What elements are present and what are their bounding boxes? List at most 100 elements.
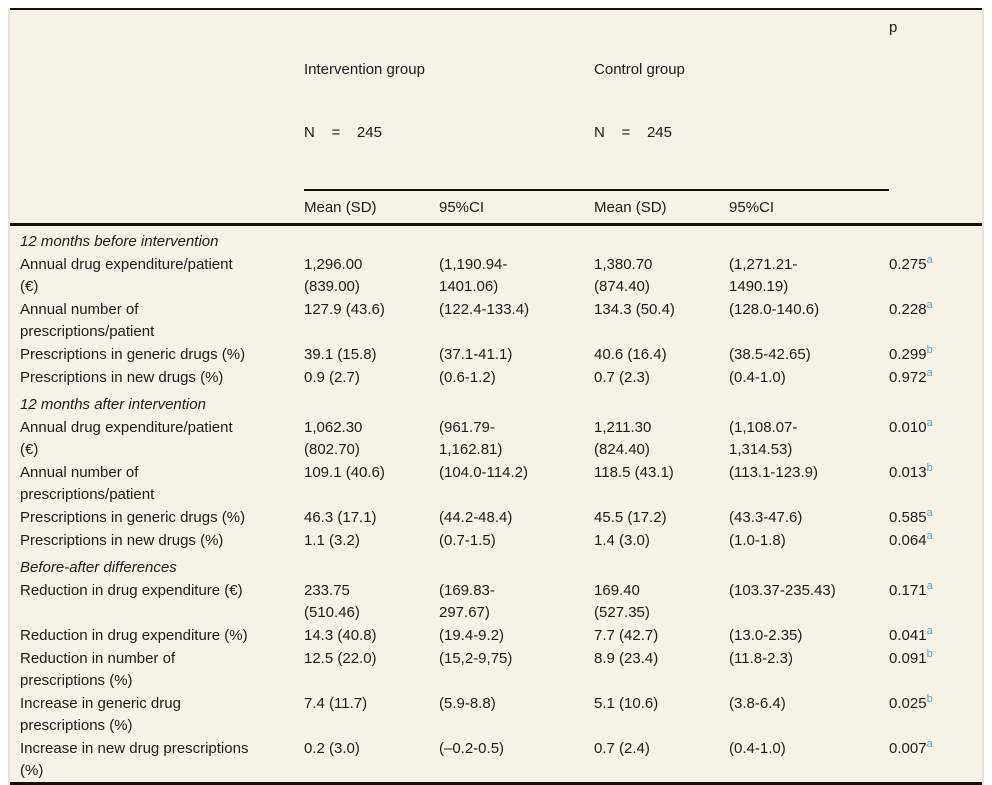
- p-footnote-marker: a: [926, 507, 933, 519]
- intervention-ci-cell: (19.4-9.2): [439, 627, 505, 644]
- control-ci-header: 95%CI: [729, 190, 890, 226]
- table-row: Prescriptions in generic drugs (%) 39.1 (…: [10, 343, 982, 366]
- intervention-mean-sd-cell: 0.9 (2.7): [304, 369, 360, 386]
- section-label: Before-after differences: [20, 559, 177, 576]
- intervention-ci-cell: (5.9-8.8): [439, 695, 496, 712]
- row-label: Reduction in number of prescriptions (%): [20, 650, 176, 689]
- row-label: Reduction in drug expenditure (€): [20, 582, 243, 599]
- p-value: 0.091: [889, 650, 927, 667]
- intervention-ci-cell: (1,190.94- 1401.06): [439, 256, 508, 295]
- control-mean-sd-cell: 7.7 (42.7): [594, 627, 659, 644]
- intervention-ci-cell: (44.2-48.4): [439, 509, 513, 526]
- p-value: 0.064: [889, 532, 927, 549]
- intervention-ci-cell: (122.4-133.4): [439, 301, 530, 318]
- section-row: 12 months after intervention: [10, 389, 982, 416]
- intervention-mean-sd-cell: 7.4 (11.7): [304, 695, 368, 712]
- p-value-cell: 0.064a: [889, 529, 982, 552]
- p-value-cell: 0.585a: [889, 506, 982, 529]
- table-row: Increase in new drug prescriptions (%) 0.…: [10, 737, 982, 784]
- p-footnote-marker: b: [926, 462, 933, 474]
- control-mean-sd-cell: 169.40 (527.35): [594, 582, 650, 621]
- p-value: 0.025: [889, 695, 927, 712]
- control-mean-sd-cell: 1.4 (3.0): [594, 532, 650, 549]
- table-row: Reduction in number of prescriptions (%)…: [10, 647, 982, 692]
- row-label: Prescriptions in new drugs (%): [20, 369, 224, 386]
- p-value: 0.010: [889, 419, 927, 436]
- intervention-mean-sd-cell: 39.1 (15.8): [304, 346, 377, 363]
- section-label: 12 months before intervention: [20, 233, 219, 250]
- row-label: Annual drug expenditure/patient (€): [20, 419, 233, 458]
- intervention-group-n: N = 245: [304, 124, 382, 141]
- intervention-ci-header: 95%CI: [439, 190, 595, 226]
- p-value-cell: 0.025b: [889, 692, 982, 737]
- row-label: Prescriptions in new drugs (%): [20, 532, 224, 549]
- p-value: 0.007: [889, 740, 927, 757]
- p-footnote-marker: a: [926, 299, 933, 311]
- p-footnote-marker: a: [926, 625, 933, 637]
- control-ci-cell: (0.4-1.0): [729, 740, 786, 757]
- intervention-mean-sd-header: Mean (SD): [304, 190, 439, 226]
- intervention-mean-sd-cell: 1,062.30 (802.70): [304, 419, 363, 458]
- results-table: Intervention group N = 245 Control group…: [10, 8, 983, 785]
- control-mean-sd-cell: 0.7 (2.4): [594, 740, 650, 757]
- p-value-cell: 0.091b: [889, 647, 982, 692]
- table-body: 12 months before intervention Annual drug…: [10, 225, 982, 784]
- table-row: Increase in generic drug prescriptions (…: [10, 692, 982, 737]
- intervention-mean-sd-cell: 12.5 (22.0): [304, 650, 377, 667]
- control-ci-cell: (38.5-42.65): [729, 346, 811, 363]
- p-footnote-marker: b: [926, 693, 933, 705]
- control-ci-cell: (43.3-47.6): [729, 509, 803, 526]
- table-row: Annual number of prescriptions/patient 10…: [10, 461, 982, 506]
- p-value: 0.585: [889, 509, 927, 526]
- p-value: 0.171: [889, 582, 927, 599]
- p-value-cell: 0.228a: [889, 298, 982, 343]
- p-value: 0.972: [889, 369, 927, 386]
- intervention-mean-sd-cell: 0.2 (3.0): [304, 740, 360, 757]
- table-row: Prescriptions in generic drugs (%) 46.3 (…: [10, 506, 982, 529]
- intervention-ci-cell: (–0.2-0.5): [439, 740, 505, 757]
- intervention-mean-sd-cell: 233.75 (510.46): [304, 582, 360, 621]
- row-label: Annual number of prescriptions/patient: [20, 301, 155, 340]
- p-value-cell: 0.299b: [889, 343, 982, 366]
- intervention-ci-cell: (169.83- 297.67): [439, 582, 495, 621]
- intervention-ci-cell: (15,2-9,75): [439, 650, 513, 667]
- results-table-panel: Intervention group N = 245 Control group…: [8, 8, 984, 785]
- section-row: 12 months before intervention: [10, 225, 982, 254]
- p-value: 0.013: [889, 464, 927, 481]
- row-label: Increase in generic drug prescriptions (…: [20, 695, 181, 734]
- p-footnote-marker: a: [926, 738, 933, 750]
- row-label: Prescriptions in generic drugs (%): [20, 509, 246, 526]
- p-value: 0.041: [889, 627, 927, 644]
- control-mean-sd-cell: 1,211.30 (824.40): [594, 419, 652, 458]
- table-row: Reduction in drug expenditure (%) 14.3 (4…: [10, 624, 982, 647]
- table-row: Annual drug expenditure/patient (€) 1,296…: [10, 253, 982, 298]
- control-mean-sd-cell: 134.3 (50.4): [594, 301, 675, 318]
- control-ci-cell: (113.1-123.9): [729, 464, 818, 481]
- table-row: Reduction in drug expenditure (€) 233.75 …: [10, 579, 982, 624]
- control-ci-cell: (1,271.21- 1490.19): [729, 256, 798, 295]
- table-row: Annual number of prescriptions/patient 12…: [10, 298, 982, 343]
- control-ci-cell: (103.37-235.43): [729, 582, 836, 599]
- control-mean-sd-cell: 5.1 (10.6): [594, 695, 659, 712]
- control-ci-cell: (11.8-2.3): [729, 650, 793, 667]
- row-label: Increase in new drug prescriptions (%): [20, 740, 249, 779]
- control-group-name: Control group: [594, 61, 685, 78]
- control-mean-sd-cell: 45.5 (17.2): [594, 509, 667, 526]
- table-row: Prescriptions in new drugs (%) 1.1 (3.2) (…: [10, 529, 982, 552]
- p-value-cell: 0.013b: [889, 461, 982, 506]
- p-column-header: p: [889, 19, 898, 36]
- control-group-n: N = 245: [594, 124, 672, 141]
- table-row: Annual drug expenditure/patient (€) 1,062…: [10, 416, 982, 461]
- control-ci-cell: (0.4-1.0): [729, 369, 786, 386]
- intervention-group-header: Intervention group N = 245: [304, 9, 595, 191]
- control-ci-cell: (13.0-2.35): [729, 627, 803, 644]
- row-label: Annual drug expenditure/patient (€): [20, 256, 233, 295]
- intervention-mean-sd-cell: 14.3 (40.8): [304, 627, 377, 644]
- intervention-ci-cell: (0.6-1.2): [439, 369, 496, 386]
- intervention-ci-cell: (104.0-114.2): [439, 464, 528, 481]
- p-footnote-marker: a: [926, 530, 933, 542]
- p-value-cell: 0.171a: [889, 579, 982, 624]
- p-value: 0.275: [889, 256, 927, 273]
- p-footnote-marker: a: [926, 417, 933, 429]
- p-value-cell: 0.041a: [889, 624, 982, 647]
